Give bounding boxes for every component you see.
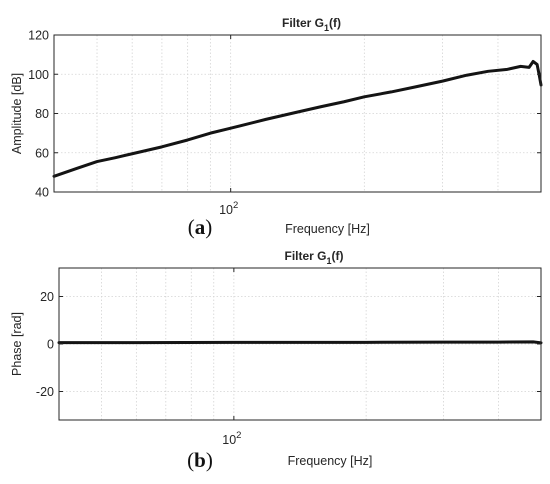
- series-line: [52, 59, 543, 178]
- y-tick-label: 60: [35, 146, 49, 160]
- grid: [59, 268, 541, 420]
- amplitude-panel: 40 60 80 100 120 102 Filter G1(f) Frequency [Hz…: [10, 16, 543, 239]
- chart-title: Filter G1(f): [282, 16, 341, 33]
- y-axis-label: Amplitude [dB]: [10, 73, 24, 154]
- series-line: [57, 340, 543, 345]
- x-tick-label: 102: [222, 430, 241, 447]
- x-axis-label: Frequency [Hz]: [285, 222, 370, 236]
- y-tick-label: 0: [47, 338, 54, 352]
- y-tick-label: 40: [35, 186, 49, 200]
- panel-label: (a): [188, 215, 213, 239]
- y-tick-label: -20: [36, 385, 54, 399]
- x-tick-exponent: 2: [236, 430, 241, 441]
- y-tick-label: 120: [28, 29, 49, 43]
- x-tick-label: 102: [219, 200, 238, 217]
- x-tick-exponent: 2: [233, 200, 238, 211]
- chart-title: Filter G1(f): [284, 249, 343, 266]
- y-tick-label: 100: [28, 68, 49, 82]
- y-tick-label: 20: [40, 290, 54, 304]
- y-axis-label: Phase [rad]: [10, 312, 24, 376]
- x-axis-label: Frequency [Hz]: [288, 454, 373, 468]
- panel-label: (b): [187, 448, 213, 472]
- phase-panel: -20 0 20 102 Filter G1(f) Frequency [Hz] Phase…: [10, 249, 543, 472]
- y-tick-label: 80: [35, 107, 49, 121]
